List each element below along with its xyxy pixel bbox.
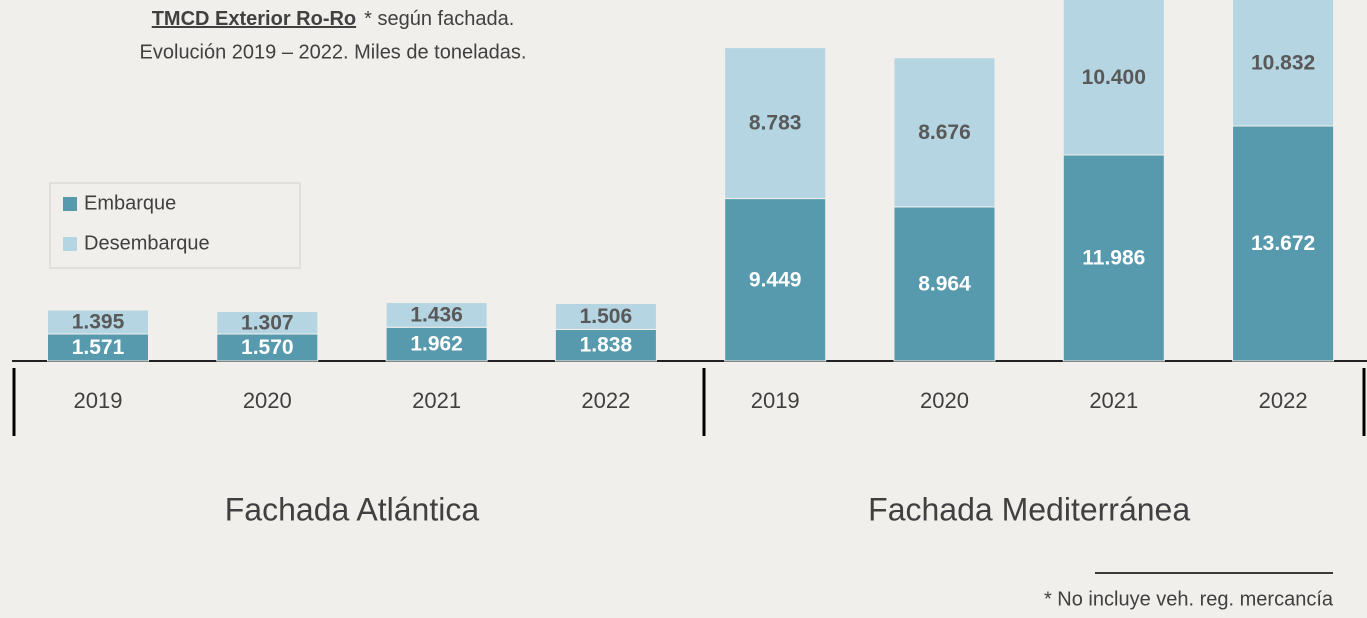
value-label: 8.783: [749, 112, 802, 135]
value-label: 8.676: [918, 121, 971, 144]
x-tick-label: 2020: [920, 388, 969, 413]
subtitle: Evolución 2019 – 2022. Miles de tonelada…: [140, 41, 527, 63]
x-tick-label: 2020: [243, 388, 292, 413]
bar-segment: [554, 303, 657, 330]
title-note: * según fachada.: [364, 8, 514, 30]
legend-swatch: [63, 237, 77, 251]
value-label: 13.672: [1251, 232, 1315, 255]
bar-segment: [385, 302, 488, 328]
legend-label: Desembarque: [84, 232, 210, 254]
value-label: 1.436: [410, 303, 463, 326]
value-label: 1.395: [72, 311, 125, 334]
bar-segment: [893, 57, 996, 208]
x-tick-label: 2022: [581, 388, 630, 413]
legend-label: Embarque: [84, 192, 176, 214]
bar-segment: [1062, 154, 1165, 362]
bar-segment: [1062, 0, 1165, 156]
value-label: 1.571: [72, 336, 125, 359]
group-label: Fachada Mediterránea: [868, 491, 1190, 527]
x-tick-label: 2019: [74, 388, 123, 413]
bar-segment: [893, 206, 996, 362]
bar-segment: [47, 309, 149, 335]
bar-segment: [724, 47, 827, 200]
value-label: 10.832: [1251, 52, 1315, 75]
bar-segment: [47, 333, 149, 362]
value-label: 8.964: [918, 272, 971, 295]
chart-title: TMCD Exterior Ro-Ro: [152, 8, 356, 30]
bar-segment: [1232, 0, 1335, 127]
bar-segment: [385, 326, 488, 362]
footnote: * No incluye veh. reg. mercancía: [1044, 588, 1334, 610]
x-tick-label: 2022: [1259, 388, 1308, 413]
value-label: 1.570: [241, 336, 294, 359]
bar-segment: [724, 198, 827, 362]
legend-box: [49, 182, 301, 269]
bar-segment: [216, 311, 319, 335]
chart-title-line: TMCD Exterior Ro-Ro * según fachada.: [152, 8, 515, 30]
x-tick-label: 2021: [1089, 388, 1138, 413]
legend-swatch: [63, 197, 77, 211]
bar-segment: [216, 333, 319, 362]
bar-segment: [1232, 125, 1335, 362]
value-label: 11.986: [1082, 247, 1145, 270]
value-label: 10.400: [1082, 66, 1146, 89]
group-label: Fachada Atlántica: [225, 491, 480, 527]
x-tick-label: 2019: [751, 388, 800, 413]
value-label: 1.838: [580, 334, 633, 357]
value-label: 1.506: [580, 305, 633, 328]
value-label: 9.449: [749, 268, 802, 291]
x-tick-label: 2021: [412, 388, 461, 413]
value-label: 1.307: [241, 311, 294, 334]
value-label: 1.962: [410, 333, 463, 356]
